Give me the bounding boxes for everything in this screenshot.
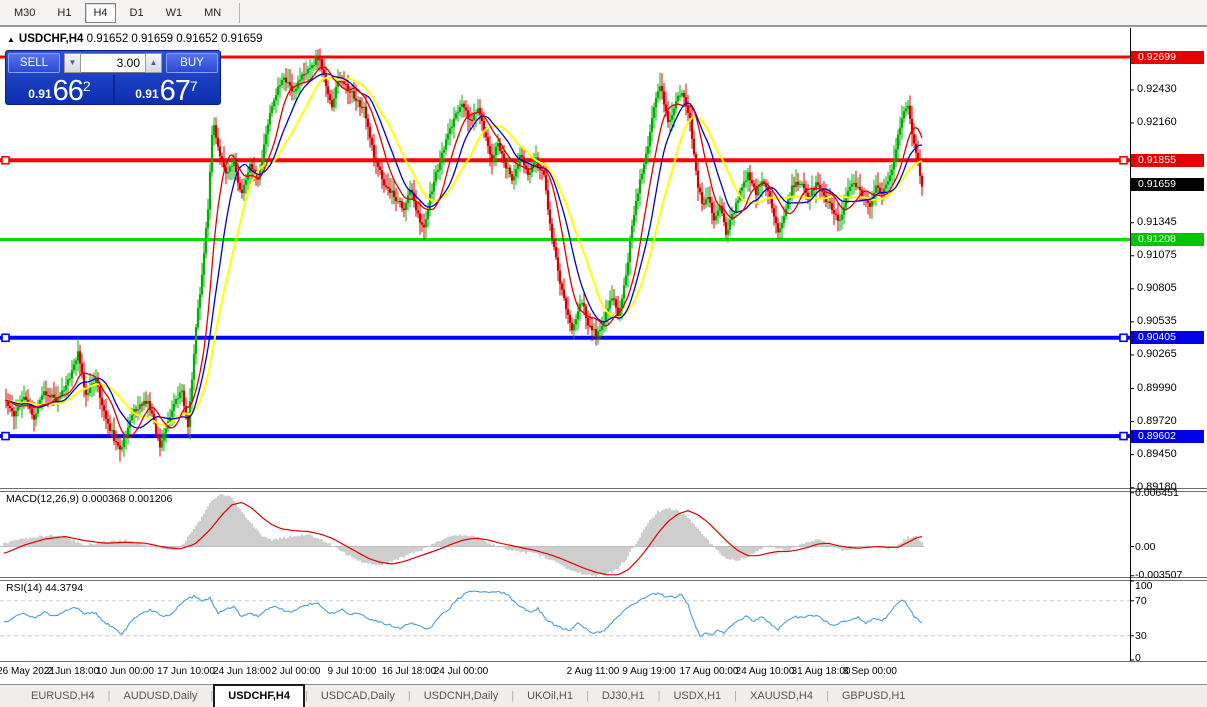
chart-tab-xauusd[interactable]: XAUUSD,H4 [750,690,813,702]
price-tick-label: 0.90535 [1137,314,1177,327]
timeframe-button-mn[interactable]: MN [204,6,222,19]
chart-tab-usdcnh[interactable]: USDCNH,Daily [423,690,499,702]
macd-axis-label: 0.006451 [1135,487,1179,499]
timeframe-button-d1[interactable]: D1 [129,6,144,19]
lot-decrement-button[interactable]: ▼ [64,53,81,73]
level-price-badge: 0.91855 [1131,153,1204,167]
tab-separator: | [825,690,829,702]
rsi-axis-label: 0 [1135,652,1141,664]
tab-separator: | [305,690,308,702]
macd-axis-label: -0.003507 [1135,569,1183,581]
rsi-axis-label: 30 [1135,629,1147,642]
rsi-axis-label: 100 [1135,580,1153,592]
chart-tab-bar: EURUSD,H4 | AUDUSD,Daily | USDCHF,H4 | USDCAD,… [0,684,1207,707]
price-tick-label: 0.89720 [1137,414,1177,427]
lot-size-input[interactable] [81,53,145,73]
symbol-label: USDCHF,H4 [18,33,84,45]
buy-quote[interactable]: 0.91 67 7 [113,75,218,107]
chart-tab-gbpusd[interactable]: GBPUSD,H1 [841,690,906,702]
chart-tab-dj30[interactable]: DJ30,H1 [601,690,645,702]
sell-button[interactable]: SELL [8,53,60,73]
tab-separator: | [107,690,111,702]
tab-separator: | [210,690,214,702]
time-axis-label: 17 Aug 00:00 [679,666,739,677]
level-price-badge: 0.90405 [1131,331,1204,345]
chart-tab-usdchf[interactable]: USDCHF,H4 [213,684,305,707]
timeframe-button-h1[interactable]: H1 [57,6,72,19]
current-price-badge: 0.91659 [1131,177,1204,191]
tab-separator: | [407,690,411,702]
one-click-trading-panel: SELL ▼ ▲ BUY 0.91 66 2 0.91 67 7 [5,50,221,107]
macd-axis-label: 0.00 [1135,540,1156,553]
time-axis-label: 24 Aug 10:00 [735,666,795,677]
price-tick-label: 0.90265 [1137,347,1177,360]
time-axis-label: 9 Aug 19:00 [622,666,676,677]
sell-price-pip: 2 [82,78,91,94]
timeframe-button-h4[interactable]: H4 [85,2,116,23]
time-axis-label: 31 Aug 18:00 [791,666,851,677]
chart-tab-usdcad[interactable]: USDCAD,Daily [320,690,395,702]
buy-price-big: 67 [159,75,191,107]
tab-separator: | [585,690,589,702]
buy-price-pip: 7 [189,78,198,94]
rsi-indicator-label: RSI(14) 44.3794 [6,582,84,594]
price-tick-label: 0.89450 [1137,447,1177,460]
level-price-badge: 0.92699 [1131,50,1204,64]
chart-tab-usdx[interactable]: USDX,H1 [673,690,722,702]
level-price-badge: 0.91208 [1131,232,1204,246]
time-axis-label: 24 Jul 00:00 [433,666,489,677]
chart-title: ▲ USDCHF,H4 0.91652 0.91659 0.91652 0.916… [7,33,263,45]
price-tick-label: 0.92430 [1137,82,1177,95]
chart-tab-eurusd[interactable]: EURUSD,H4 [31,690,95,702]
time-axis-label: 24 Jun 18:00 [213,666,271,677]
sell-quote[interactable]: 0.91 66 2 [8,75,111,107]
chart-tab-audusd[interactable]: AUDUSD,Daily [123,690,198,702]
rsi-axis-label: 70 [1135,594,1147,607]
chart-tab-ukoil[interactable]: UKOil,H1 [527,690,573,702]
price-tick-label: 0.89180 [1137,480,1177,493]
collapse-chart-icon[interactable]: ▲ [7,35,15,44]
price-tick-label: 0.90805 [1137,281,1177,294]
time-axis-label: 2 Jun 18:00 [46,666,100,677]
sell-price-big: 66 [52,75,84,107]
timeframe-button-w1[interactable]: W1 [165,6,183,19]
level-price-badge: 0.89602 [1131,429,1204,443]
timeframe-button-m30[interactable]: M30 [14,6,36,19]
time-axis-label: 8 Sep 00:00 [843,666,897,677]
macd-indicator-label: MACD(12,26,9) 0.000368 0.001206 [6,493,173,505]
buy-price-prefix: 0.91 [135,87,159,101]
price-tick-label: 0.91345 [1137,215,1177,228]
time-axis-label: 10 Jun 00:00 [96,666,154,677]
time-axis-label: 2 Jul 00:00 [271,666,321,677]
tab-separator: | [734,690,738,702]
sell-price-prefix: 0.91 [28,87,52,101]
time-axis-label: 16 Jul 18:00 [381,666,437,677]
time-axis-label: 2 Aug 11:00 [566,666,620,677]
tab-separator: | [657,690,661,702]
tab-separator: | [511,690,515,702]
ohlc-values: 0.91652 0.91659 0.91652 0.91659 [86,33,263,45]
chart-canvas[interactable] [0,0,1207,662]
toolbar-separator [239,2,241,23]
timeframe-toolbar: M30 H1 H4 D1 W1 MN [0,0,1207,27]
time-axis-label: 9 Jul 10:00 [327,666,377,677]
price-tick-label: 0.91075 [1137,248,1177,261]
price-tick-label: 0.89990 [1137,381,1177,394]
time-axis-label: 17 Jun 10:00 [157,666,215,677]
buy-button[interactable]: BUY [166,53,218,73]
lot-increment-button[interactable]: ▲ [145,53,162,73]
price-tick-label: 0.92160 [1137,115,1177,128]
time-axis-label: 26 May 2021 [0,666,55,677]
